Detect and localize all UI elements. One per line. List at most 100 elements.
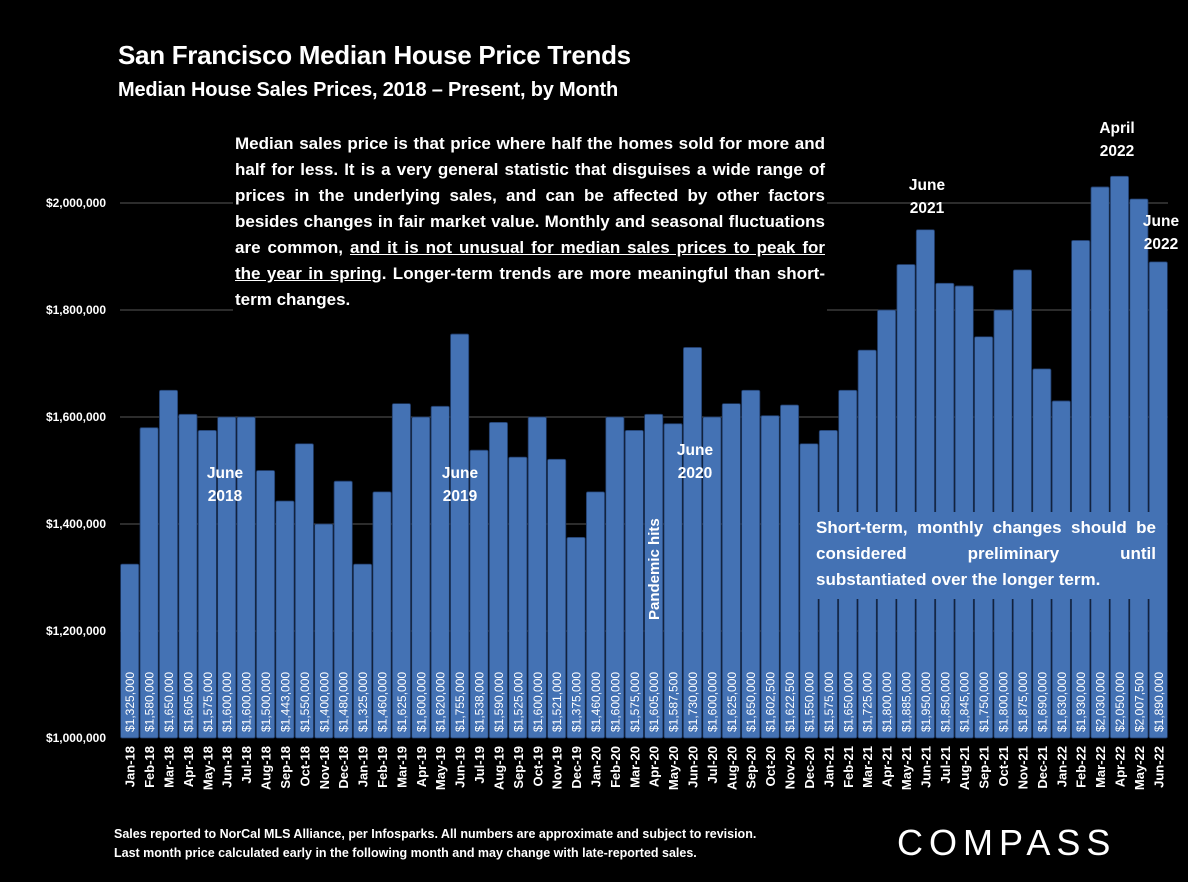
annotation-pandemic-hits: Pandemic hits	[646, 518, 663, 620]
data-label: $1,500,000	[259, 672, 273, 732]
annotation-line: April	[1099, 120, 1135, 137]
data-label: $1,725,000	[861, 672, 875, 732]
y-tick-label: $1,400,000	[46, 517, 106, 531]
annotation-line: June	[908, 177, 946, 194]
annotation-line: 2022	[1099, 143, 1135, 160]
x-tick-label: May-18	[200, 746, 215, 790]
x-tick-label: Jul-21	[938, 746, 953, 784]
data-label: $1,630,000	[1055, 672, 1069, 732]
x-tick-label: May-19	[433, 746, 448, 790]
data-label: $1,521,000	[550, 672, 564, 732]
x-tick-label: Nov-21	[1015, 746, 1030, 789]
data-label: $1,550,000	[802, 672, 816, 732]
x-tick-label: Jan-21	[821, 746, 836, 787]
data-label: $1,625,000	[725, 672, 739, 732]
x-tick-label: Sep-21	[977, 746, 992, 789]
x-tick-label: Sep-19	[511, 746, 526, 789]
x-tick-label: Aug-21	[957, 746, 972, 790]
annotation-june-2021: June 2021	[902, 174, 952, 220]
data-label: $2,030,000	[1094, 672, 1108, 732]
bar	[760, 415, 780, 739]
x-tick-label: Sep-18	[278, 746, 293, 789]
data-label: $2,050,000	[1113, 672, 1127, 732]
data-label: $1,690,000	[1035, 672, 1049, 732]
note-text-1: Median sales price is that price where h…	[235, 134, 825, 257]
data-label: $1,400,000	[317, 672, 331, 732]
data-label: $1,890,000	[1152, 672, 1166, 732]
x-tick-label: Jan-22	[1054, 746, 1069, 787]
x-tick-label: Apr-18	[181, 746, 196, 787]
bar	[159, 389, 179, 739]
data-label: $1,525,000	[511, 672, 525, 732]
x-tick-label: Jun-19	[453, 746, 468, 788]
bar	[294, 443, 314, 739]
bar	[139, 427, 159, 739]
bar	[275, 500, 295, 739]
bar	[430, 405, 450, 739]
x-tick-label: Jun-20	[686, 746, 701, 788]
bar	[1109, 175, 1129, 739]
chart-subtitle: Median House Sales Prices, 2018 – Presen…	[118, 79, 618, 101]
annotation-line: 2021	[909, 200, 945, 217]
x-tick-label: Dec-19	[569, 746, 584, 789]
bar	[488, 421, 508, 739]
bar	[391, 403, 411, 739]
x-tick-label: Dec-18	[336, 746, 351, 789]
bar	[1071, 240, 1091, 739]
x-tick-label: May-22	[1132, 746, 1147, 790]
chart-title: San Francisco Median House Price Trends	[118, 40, 631, 70]
bar	[1148, 261, 1168, 739]
data-label: $1,600,000	[608, 672, 622, 732]
data-label: $1,605,000	[181, 672, 195, 732]
data-label: $1,600,000	[220, 672, 234, 732]
annotation-april-2022: April 2022	[1092, 117, 1142, 163]
bar	[663, 423, 683, 739]
data-label: $1,622,500	[783, 672, 797, 732]
x-tick-label: Mar-19	[394, 746, 409, 788]
data-label: $1,650,000	[841, 672, 855, 732]
bar	[721, 403, 741, 739]
annotation-june-2018: June 2018	[200, 462, 250, 508]
data-label: $1,602,500	[764, 672, 778, 732]
bar	[197, 429, 217, 739]
x-tick-label: Sep-20	[744, 746, 759, 789]
note-text-underlined: and it is not unusual for median sales p…	[235, 238, 825, 283]
x-tick-label: Jun-21	[918, 746, 933, 788]
y-tick-label: $1,800,000	[46, 303, 106, 317]
data-label: $1,930,000	[1074, 672, 1088, 732]
annotation-line: 2020	[677, 465, 713, 482]
bar	[585, 491, 605, 739]
data-label: $1,375,000	[570, 672, 584, 732]
data-label: $1,550,000	[298, 672, 312, 732]
data-label: $1,600,000	[240, 672, 254, 732]
bar	[1129, 198, 1149, 739]
bar	[469, 449, 489, 739]
y-tick-label: $1,600,000	[46, 410, 106, 424]
x-tick-label: Feb-20	[608, 746, 623, 788]
data-label: $1,538,000	[473, 672, 487, 732]
bar	[256, 470, 276, 739]
data-label: $1,480,000	[337, 672, 351, 732]
data-label: $1,460,000	[589, 672, 603, 732]
y-tick-label: $1,000,000	[46, 731, 106, 745]
x-tick-label: Apr-20	[647, 746, 662, 787]
x-tick-label: Oct-20	[763, 746, 778, 786]
bar	[896, 264, 916, 739]
data-label: $1,625,000	[395, 672, 409, 732]
bar	[527, 416, 547, 739]
data-label: $1,845,000	[958, 672, 972, 732]
x-tick-label: Jan-20	[588, 746, 603, 787]
x-tick-label: Apr-22	[1112, 746, 1127, 787]
data-label: $1,600,000	[705, 672, 719, 732]
x-tick-label: Oct-21	[996, 746, 1011, 786]
bar	[217, 416, 237, 739]
data-label: $1,575,000	[201, 672, 215, 732]
x-tick-label: Apr-21	[880, 746, 895, 787]
y-tick-label: $2,000,000	[46, 196, 106, 210]
annotation-line: June	[676, 442, 714, 459]
annotation-line: June	[441, 465, 479, 482]
x-tick-label: Mar-18	[162, 746, 177, 788]
bar	[566, 536, 586, 739]
annotation-line: 2022	[1143, 236, 1179, 253]
bar	[178, 413, 198, 739]
